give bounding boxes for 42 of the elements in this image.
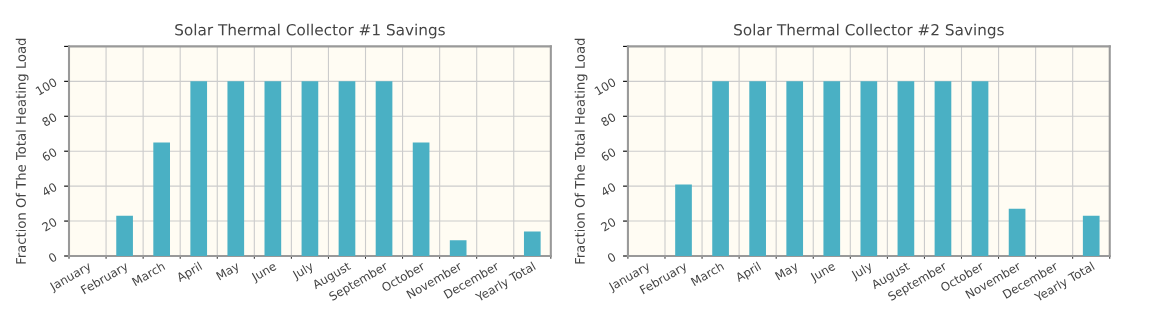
y-tick-label: 0 xyxy=(47,252,58,263)
bar xyxy=(1082,215,1100,256)
bar xyxy=(934,81,952,256)
y-tick-label: 40 xyxy=(600,182,617,197)
x-tick-label: June xyxy=(250,261,278,284)
bar xyxy=(749,81,766,256)
y-tick-label: 100 xyxy=(594,77,617,96)
bar xyxy=(375,81,393,256)
y-tick-label: 80 xyxy=(41,112,58,127)
y-tick-label: 20 xyxy=(600,217,617,232)
bar xyxy=(786,81,804,256)
x-tick-label: May xyxy=(774,261,801,283)
bar xyxy=(301,81,319,256)
bar xyxy=(675,184,692,256)
y-tick-label: 60 xyxy=(41,147,58,162)
y-tick-label: 60 xyxy=(600,147,617,162)
bar xyxy=(227,81,245,256)
x-tick-label: May xyxy=(215,261,242,283)
y-axis-title: Fraction Of The Total Heating Load xyxy=(574,38,588,264)
chart-title: Solar Thermal Collector #1 Savings xyxy=(175,23,445,39)
bar xyxy=(449,240,467,256)
bar xyxy=(897,81,915,256)
bar xyxy=(153,142,170,256)
bar xyxy=(1008,208,1026,256)
bar xyxy=(523,231,541,256)
bar xyxy=(116,215,133,256)
y-tick-label: 20 xyxy=(41,217,58,232)
bar xyxy=(190,81,208,256)
y-tick-label: 0 xyxy=(606,252,617,263)
chart-title: Solar Thermal Collector #2 Savings xyxy=(734,23,1004,39)
bar xyxy=(412,142,430,256)
bar xyxy=(264,81,282,256)
bar xyxy=(712,81,729,256)
y-tick-label: 40 xyxy=(41,182,58,197)
y-tick-label: 100 xyxy=(35,77,58,96)
bar xyxy=(971,81,989,256)
y-tick-label: 80 xyxy=(600,112,617,127)
x-tick-label: June xyxy=(809,261,837,284)
y-axis-title: Fraction Of The Total Heating Load xyxy=(15,38,29,264)
bar xyxy=(860,81,878,256)
bar xyxy=(823,81,841,256)
bar xyxy=(338,81,356,256)
